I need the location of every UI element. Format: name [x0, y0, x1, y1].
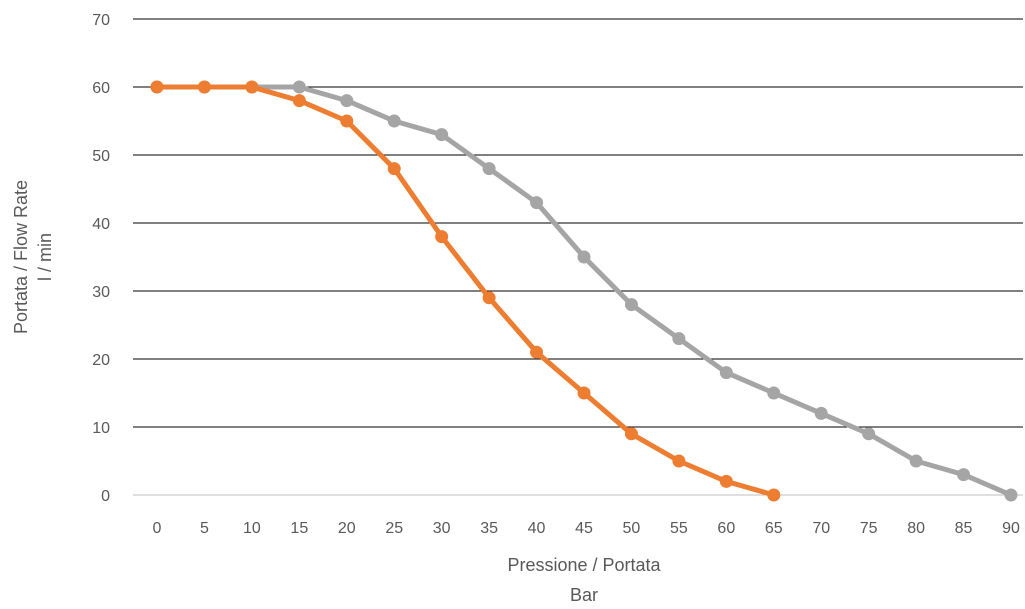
data-point — [577, 386, 591, 400]
series-layer — [150, 80, 1018, 502]
data-point — [719, 366, 733, 380]
data-point — [672, 332, 686, 346]
x-tick-label: 25 — [385, 520, 403, 537]
y-tick-label: 50 — [92, 148, 110, 165]
data-point — [719, 474, 733, 488]
x-tick-label: 55 — [670, 520, 688, 537]
data-point — [957, 468, 971, 482]
data-point — [435, 128, 449, 142]
data-point — [672, 454, 686, 468]
data-point — [340, 94, 354, 108]
data-point — [577, 250, 591, 264]
data-point — [1004, 488, 1018, 502]
data-point — [197, 80, 211, 94]
x-tick-label: 15 — [290, 520, 308, 537]
x-tick-label: 60 — [717, 520, 735, 537]
data-point — [292, 80, 306, 94]
x-tick-label: 30 — [433, 520, 451, 537]
data-point — [245, 80, 259, 94]
data-point — [482, 162, 496, 176]
x-tick-label: 5 — [200, 520, 209, 537]
data-point — [862, 427, 876, 441]
x-tick-label: 80 — [907, 520, 925, 537]
data-point — [292, 94, 306, 108]
y-tick-label: 40 — [92, 216, 110, 233]
x-tick-label: 20 — [338, 520, 356, 537]
data-point — [150, 80, 164, 94]
data-point — [530, 345, 544, 359]
y-tick-label: 10 — [92, 420, 110, 437]
data-point — [909, 454, 923, 468]
data-point — [624, 427, 638, 441]
x-tick-label: 50 — [623, 520, 641, 537]
x-tick-label: 10 — [243, 520, 261, 537]
x-axis-title: Bar — [570, 585, 598, 605]
data-point — [340, 114, 354, 128]
x-tick-label: 35 — [480, 520, 498, 537]
data-point — [530, 196, 544, 210]
x-tick-label: 75 — [860, 520, 878, 537]
x-tick-label: 40 — [528, 520, 546, 537]
data-point — [767, 488, 781, 502]
y-axis-title: l / min — [35, 233, 55, 281]
y-tick-label: 70 — [92, 12, 110, 29]
series-line — [154, 84, 777, 498]
y-axis-ticks: 0 10 20 30 40 50 60 70 — [92, 12, 110, 505]
data-point — [767, 386, 781, 400]
data-point — [814, 406, 828, 420]
series-1 — [150, 80, 781, 502]
x-tick-label: 0 — [153, 520, 162, 537]
y-tick-label: 30 — [92, 284, 110, 301]
data-point — [435, 230, 449, 244]
x-tick-label: 90 — [1002, 520, 1020, 537]
axis-titles: Pressione / Portata Bar Portata / Flow Rat… — [11, 180, 662, 605]
data-point — [387, 162, 401, 176]
data-point — [482, 291, 496, 305]
data-point — [624, 298, 638, 312]
x-tick-label: 45 — [575, 520, 593, 537]
x-tick-label: 70 — [812, 520, 830, 537]
x-axis-ticks: 0 5 10 15 20 25 30 35 40 45 50 55 60 65 70 75 80 85 90 — [153, 520, 1020, 537]
y-tick-label: 20 — [92, 352, 110, 369]
y-axis-title: Portata / Flow Rate — [11, 180, 31, 334]
data-point — [387, 114, 401, 128]
y-tick-label: 60 — [92, 80, 110, 97]
y-tick-label: 0 — [101, 488, 110, 505]
x-axis-title: Pressione / Portata — [507, 555, 661, 575]
x-tick-label: 65 — [765, 520, 783, 537]
x-tick-label: 85 — [955, 520, 973, 537]
